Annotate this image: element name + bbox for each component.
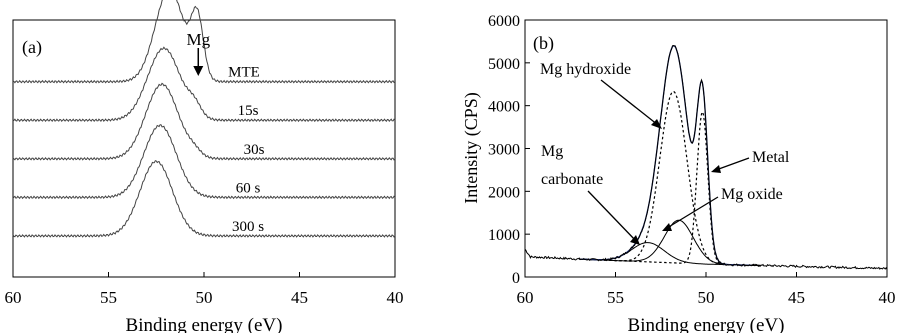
y-tick-label: 1000 — [488, 227, 520, 244]
panel-a-mg-arrow-head — [193, 66, 204, 76]
x-tick-label: 55 — [100, 288, 117, 307]
spectrum-label: 15s — [238, 103, 259, 119]
panel-b-curves — [524, 44, 888, 270]
panel-b-x-axis-label: Binding energy (eV) — [628, 315, 785, 333]
y-tick-label: 0 — [512, 270, 520, 287]
panel-b-label: (b) — [533, 33, 554, 54]
y-tick-label: 6000 — [488, 13, 520, 30]
component-curve — [579, 90, 761, 266]
arrow-mg-oxide-shaft — [666, 196, 719, 229]
panel-a-label: (a) — [22, 37, 42, 58]
spectrum-line — [12, 124, 396, 200]
spectrum-line — [12, 82, 396, 161]
x-tick-label: 50 — [698, 288, 715, 307]
panel-a-x-axis-label: Binding energy (eV) — [126, 315, 283, 333]
y-tick-label: 2000 — [488, 184, 520, 201]
y-tick-label: 3000 — [488, 142, 520, 159]
spectrum-label: MTE — [228, 65, 260, 81]
component-curve — [579, 242, 761, 266]
measured-spectrum-line — [524, 44, 888, 270]
x-tick-label: 60 — [517, 288, 534, 307]
x-tick-label: 50 — [196, 288, 213, 307]
arrow-metal-shaft — [715, 157, 750, 171]
arrow-mg-hydroxide-shaft — [600, 79, 659, 126]
annotation-mg-carbonate-line2: carbonate — [541, 171, 603, 188]
panel-a: (a) MTE 15s 30s 60 s 300 s 60 55 50 45 40 Bindin… — [5, 0, 404, 333]
arrow-metal-head — [711, 165, 721, 173]
spectrum-label: 30s — [244, 142, 265, 158]
annotation-mg-oxide: Mg oxide — [721, 186, 783, 203]
panel-b: (b) 0 1000 2000 3000 4000 5000 6000 60 55 50 45 40… — [461, 13, 896, 333]
x-tick-label: 55 — [607, 288, 624, 307]
y-tick-label: 4000 — [488, 99, 520, 116]
spectrum-line — [12, 160, 396, 238]
panel-b-y-ticks: 0 1000 2000 3000 4000 5000 6000 — [488, 13, 530, 287]
arrow-mg-hydroxide-head — [651, 119, 662, 129]
spectrum-label: 300 s — [232, 219, 264, 235]
spectrum-line — [12, 46, 396, 123]
spectrum-label: 60 s — [236, 180, 261, 196]
spectrum-line — [12, 0, 396, 84]
arrow-mg-oxide-head — [662, 223, 672, 231]
x-tick-label: 40 — [387, 288, 404, 307]
panel-b-x-ticks: 60 55 50 45 40 — [517, 272, 896, 307]
arrow-mg-carbonate-shaft — [587, 190, 637, 242]
annotation-mg-carbonate-line1: Mg — [541, 143, 563, 160]
panel-a-spectrum-labels: MTE 15s 30s 60 s 300 s — [228, 65, 264, 235]
x-tick-label: 60 — [5, 288, 22, 307]
x-tick-label: 40 — [879, 288, 896, 307]
panel-a-frame — [12, 19, 396, 278]
panel-a-x-ticks: 60 55 50 45 40 — [5, 272, 404, 307]
y-tick-label: 5000 — [488, 56, 520, 73]
panel-b-y-axis-label: Intensity (CPS) — [461, 92, 482, 204]
panel-a-mg-annotation: Mg — [186, 30, 210, 49]
annotation-metal: Metal — [752, 149, 790, 166]
annotation-mg-hydroxide: Mg hydroxide — [540, 61, 631, 78]
x-tick-label: 45 — [788, 288, 805, 307]
panel-a-spectra — [12, 0, 396, 238]
arrow-mg-carbonate-head — [630, 235, 640, 245]
x-tick-label: 45 — [291, 288, 308, 307]
